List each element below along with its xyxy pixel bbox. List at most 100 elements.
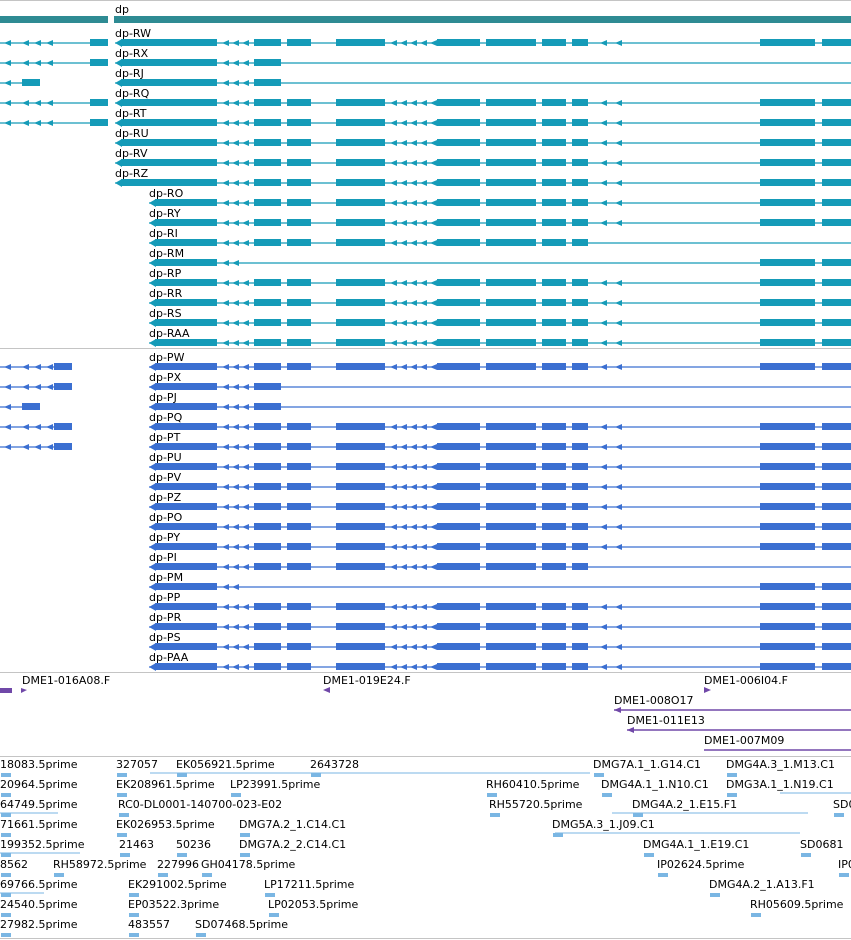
est-mark[interactable] (644, 853, 654, 857)
transcript-label[interactable]: dp-RZ (115, 167, 149, 180)
strand-arrow[interactable] (430, 180, 437, 186)
exon[interactable] (437, 99, 480, 106)
strand-arrow[interactable] (400, 160, 407, 166)
exon[interactable] (542, 199, 566, 206)
strand-arrow[interactable] (232, 280, 239, 286)
strand-arrow[interactable] (390, 444, 397, 450)
start-arrow[interactable] (149, 543, 156, 551)
exon[interactable] (542, 139, 566, 146)
strand-arrow[interactable] (430, 280, 437, 286)
strand-arrow[interactable] (232, 300, 239, 306)
exon[interactable] (186, 299, 217, 306)
strand-arrow[interactable] (430, 364, 437, 370)
strand-arrow[interactable] (400, 40, 407, 46)
protein-row[interactable]: dp-PJ (0, 391, 851, 411)
exon[interactable] (155, 239, 186, 246)
est-label[interactable]: 69766.5prime (0, 878, 78, 891)
exon[interactable] (287, 523, 311, 530)
strand-arrow[interactable] (400, 340, 407, 346)
est-feature[interactable]: EK291002.5prime (128, 878, 227, 897)
exon[interactable] (486, 543, 536, 550)
upstream-exon[interactable] (54, 443, 72, 450)
exon[interactable] (155, 383, 186, 390)
gene-track[interactable]: dp (0, 3, 851, 23)
exon[interactable] (254, 463, 281, 470)
strand-arrow[interactable] (242, 644, 249, 650)
strand-arrow[interactable] (242, 40, 249, 46)
exon[interactable] (542, 179, 566, 186)
exon[interactable] (155, 219, 186, 226)
est-mark[interactable] (834, 813, 844, 817)
exon[interactable] (542, 119, 566, 126)
exon[interactable] (287, 319, 311, 326)
exon[interactable] (542, 219, 566, 226)
strand-arrow[interactable] (22, 364, 29, 370)
exon[interactable] (437, 463, 480, 470)
est-label[interactable]: DMG7A.1_1.G14.C1 (593, 758, 701, 771)
exon[interactable] (542, 279, 566, 286)
protein-row[interactable]: dp-PM (149, 571, 851, 591)
strand-arrow[interactable] (400, 300, 407, 306)
clone-label-5[interactable]: DME1-007M09 (704, 734, 784, 747)
exon[interactable] (336, 219, 385, 226)
exon[interactable] (572, 543, 588, 550)
est-mark[interactable] (633, 813, 643, 817)
strand-arrow[interactable] (242, 544, 249, 550)
strand-arrow[interactable] (390, 564, 397, 570)
strand-arrow[interactable] (390, 220, 397, 226)
exon[interactable] (437, 483, 480, 490)
strand-arrow[interactable] (222, 584, 229, 590)
exon[interactable] (760, 663, 815, 670)
strand-arrow[interactable] (222, 504, 229, 510)
est-feature[interactable]: 2643728 (310, 758, 359, 777)
est-mark[interactable] (1, 833, 11, 837)
exon[interactable] (437, 39, 480, 46)
exon[interactable] (760, 39, 815, 46)
strand-arrow[interactable] (222, 464, 229, 470)
exon[interactable] (254, 139, 281, 146)
exon[interactable] (437, 119, 480, 126)
exon[interactable] (822, 663, 851, 670)
est-feature[interactable]: IP0 (838, 858, 851, 877)
strand-arrow[interactable] (410, 664, 417, 670)
exon[interactable] (486, 443, 536, 450)
est-feature[interactable]: DMG7A.2_2.C14.C1 (239, 838, 346, 857)
strand-arrow[interactable] (420, 160, 427, 166)
exon[interactable] (254, 319, 281, 326)
start-arrow[interactable] (115, 139, 122, 147)
strand-arrow[interactable] (390, 240, 397, 246)
exon[interactable] (542, 339, 566, 346)
upstream-exon[interactable] (54, 363, 72, 370)
strand-arrow[interactable] (615, 220, 622, 226)
strand-arrow[interactable] (410, 280, 417, 286)
transcript-row[interactable]: dp-RV (115, 147, 851, 167)
exon[interactable] (486, 623, 536, 630)
exon[interactable] (186, 383, 217, 390)
est-feature[interactable]: DMG7A.1_1.G14.C1 (593, 758, 701, 777)
exon[interactable] (822, 279, 851, 286)
strand-arrow[interactable] (600, 340, 607, 346)
strand-arrow[interactable] (420, 504, 427, 510)
strand-arrow[interactable] (222, 364, 229, 370)
upstream-exon[interactable] (90, 119, 108, 126)
strand-arrow[interactable] (400, 644, 407, 650)
exon[interactable] (486, 463, 536, 470)
strand-arrow[interactable] (232, 260, 239, 266)
strand-arrow[interactable] (222, 120, 229, 126)
est-mark[interactable] (487, 793, 497, 797)
exon[interactable] (486, 363, 536, 370)
est-label[interactable]: GH04178.5prime (201, 858, 296, 871)
strand-arrow[interactable] (232, 544, 239, 550)
strand-arrow[interactable] (22, 384, 29, 390)
est-feature[interactable]: EK026953.5prime (116, 818, 215, 837)
est-feature[interactable]: 18083.5prime (0, 758, 78, 777)
strand-arrow[interactable] (390, 180, 397, 186)
est-label[interactable]: LP02053.5prime (268, 898, 359, 911)
exon[interactable] (572, 423, 588, 430)
est-label[interactable]: 64749.5prime (0, 798, 78, 811)
strand-arrow[interactable] (615, 644, 622, 650)
strand-arrow[interactable] (400, 240, 407, 246)
strand-arrow[interactable] (420, 484, 427, 490)
transcript-row[interactable]: dp-RM (149, 247, 851, 267)
exon[interactable] (760, 623, 815, 630)
